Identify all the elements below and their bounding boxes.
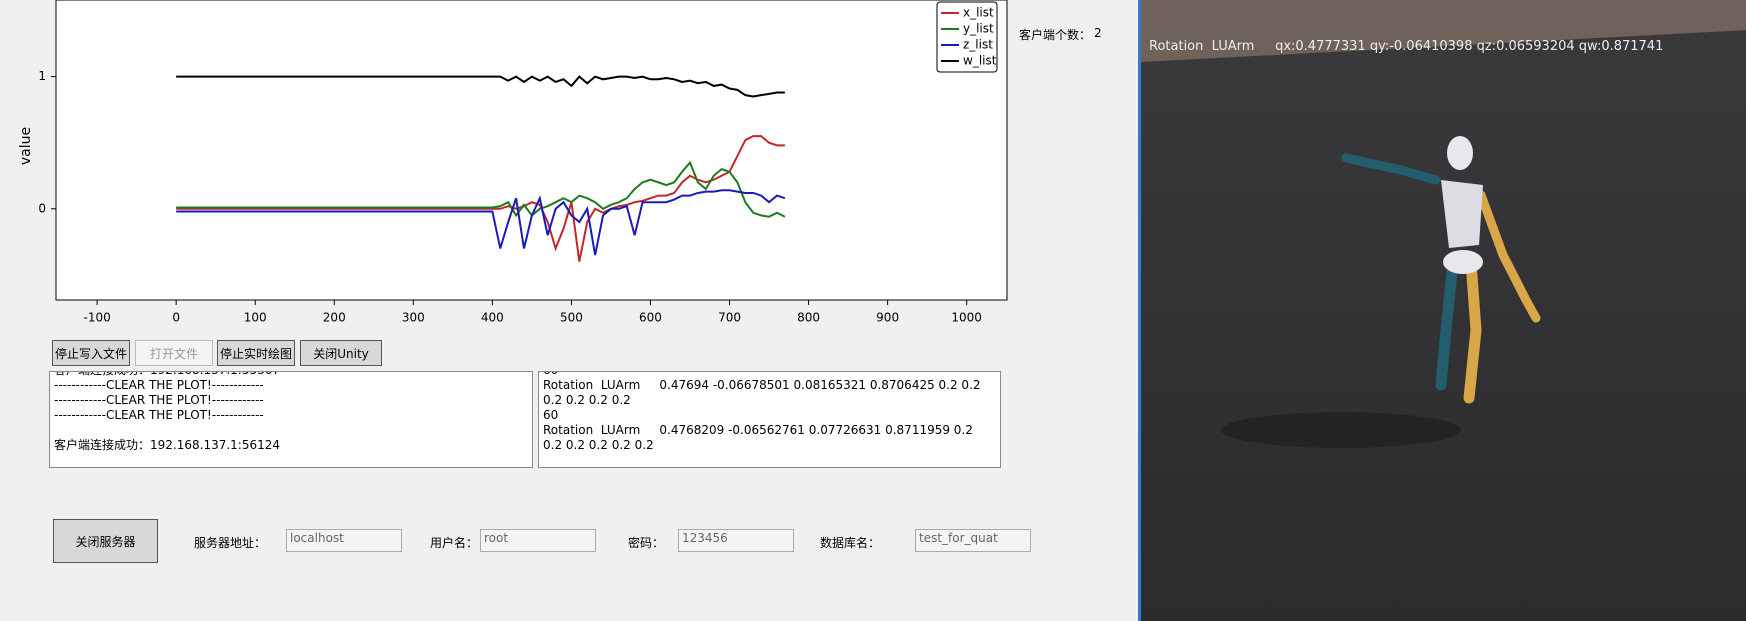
- db-input[interactable]: test_for_quat: [915, 529, 1031, 552]
- address-label: 服务器地址：: [194, 536, 267, 550]
- log-line: Rotation LUArm 0.4768209 -0.06562761 0.0…: [543, 423, 977, 452]
- y-axis-label: value: [18, 127, 34, 165]
- password-input[interactable]: 123456: [678, 529, 794, 552]
- stop-write-button[interactable]: 停止写入文件: [52, 340, 130, 366]
- log-line: 客户端连接成功：192.168.137.1:56124: [54, 438, 281, 452]
- log-line: Rotation LUArm 0.47694 -0.06678501 0.081…: [543, 378, 985, 407]
- legend-label: w_list: [963, 54, 997, 68]
- log-line: ------------CLEAR THE PLOT!------------: [54, 378, 264, 392]
- client-count-label: 客户端个数：: [1019, 28, 1092, 42]
- legend-label: x_list: [963, 6, 994, 20]
- x-tick-label: 900: [876, 311, 899, 325]
- head: [1447, 136, 1473, 170]
- x-tick-label: -100: [83, 311, 110, 325]
- x-tick-label: 100: [244, 311, 267, 325]
- log-line: ------------CLEAR THE PLOT!------------: [54, 393, 264, 407]
- series-line: [176, 160, 786, 218]
- legend-label: z_list: [963, 38, 993, 52]
- y-tick-label: 1: [38, 69, 46, 83]
- legend-label: y_list: [963, 22, 994, 36]
- x-tick-label: 500: [560, 311, 583, 325]
- unity-rotation-text: Rotation LUArm qx:0.4777331 qy:-0.064103…: [1149, 39, 1664, 54]
- open-file-button[interactable]: 打开文件: [135, 340, 213, 366]
- close-server-button[interactable]: 关闭服务器: [53, 519, 158, 563]
- x-tick-label: 0: [172, 311, 180, 325]
- x-tick-label: 700: [718, 311, 741, 325]
- series-line: [176, 189, 786, 256]
- shadow: [1221, 412, 1461, 448]
- log-line: 60: [543, 408, 559, 422]
- scene-floor-far: [1141, 0, 1746, 62]
- user-input[interactable]: root: [480, 529, 596, 552]
- unity-view: Rotation LUArm qx:0.4777331 qy:-0.064103…: [1138, 0, 1746, 621]
- scene: [1141, 0, 1746, 448]
- client-count: 2: [1094, 26, 1102, 40]
- legend-box: [936, 1, 998, 73]
- series-line: [176, 135, 785, 262]
- log-line: ------------CLEAR THE PLOT!------------: [54, 408, 264, 422]
- address-input[interactable]: localhost: [286, 529, 402, 552]
- leg-right: [1463, 256, 1482, 404]
- password-label: 密码：: [628, 536, 665, 550]
- torso: [1441, 180, 1483, 248]
- user-label: 用户名：: [430, 536, 479, 550]
- x-tick-label: 600: [639, 311, 662, 325]
- db-label: 数据库名：: [820, 536, 881, 550]
- close-unity-button[interactable]: 关闭Unity: [300, 340, 382, 366]
- pelvis: [1443, 250, 1483, 274]
- arm-left: [1341, 153, 1441, 185]
- arm-right: [1476, 190, 1541, 323]
- log-line: 客户端连接成功：192.168.137.1:55367: [54, 372, 528, 378]
- x-tick-label: 1000: [951, 311, 982, 325]
- chart: value -100 0 100 200 300 400 500 600 700 800 900 10…: [18, 0, 1008, 325]
- log-right: 60 Rotation LUArm 0.47694 -0.06678501 0.…: [538, 371, 1001, 468]
- leg-left: [1435, 256, 1459, 391]
- log-line: 60: [543, 372, 994, 378]
- log-blank: [54, 423, 528, 438]
- log-left: 客户端连接成功：192.168.137.1:55367 ------------…: [49, 371, 533, 468]
- y-tick-label: 0: [38, 201, 46, 215]
- series-line: [176, 75, 785, 98]
- x-tick-label: 200: [323, 311, 346, 325]
- plot-area: [55, 0, 1008, 301]
- x-tick-label: 400: [481, 311, 504, 325]
- x-tick-label: 800: [797, 311, 820, 325]
- x-tick-label: 300: [402, 311, 425, 325]
- stop-plot-button[interactable]: 停止实时绘图: [217, 340, 295, 366]
